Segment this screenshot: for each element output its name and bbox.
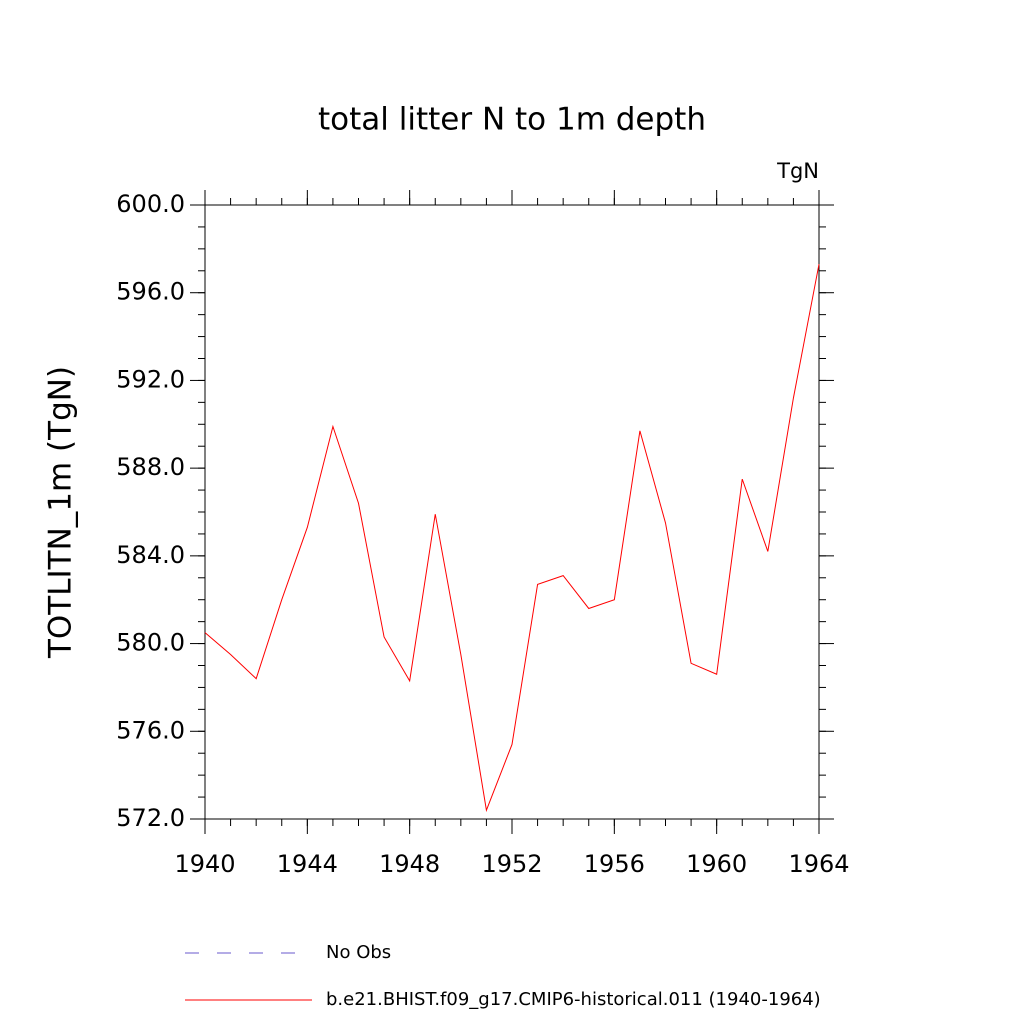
plot-frame [204, 204, 820, 820]
y-tick-label: 572.0 [116, 804, 185, 832]
x-tick-label: 1960 [686, 850, 747, 878]
y-tick-label: 592.0 [116, 365, 185, 393]
x-tick-label: 1952 [481, 850, 542, 878]
legend-label: No Obs [326, 942, 391, 963]
units-label: TgN [776, 159, 819, 183]
legend-label: b.e21.BHIST.f09_g17.CMIP6-historical.011… [326, 989, 821, 1010]
y-tick-label: 576.0 [116, 716, 185, 744]
x-tick-label: 1948 [379, 850, 440, 878]
y-tick-label: 596.0 [116, 278, 185, 306]
chart-title: total litter N to 1m depth [318, 102, 706, 138]
x-tick-label: 1964 [788, 850, 849, 878]
x-tick-label: 1956 [584, 850, 645, 878]
y-tick-label: 600.0 [116, 190, 185, 218]
data-line [204, 264, 820, 813]
y-tick-label: 588.0 [116, 453, 185, 481]
x-tick-label: 1940 [174, 850, 235, 878]
y-tick-label: 580.0 [116, 629, 185, 657]
y-axis-label: TOTLITN_1m (TgN) [43, 366, 79, 659]
y-tick-label: 584.0 [116, 541, 185, 569]
x-tick-label: 1944 [277, 850, 338, 878]
